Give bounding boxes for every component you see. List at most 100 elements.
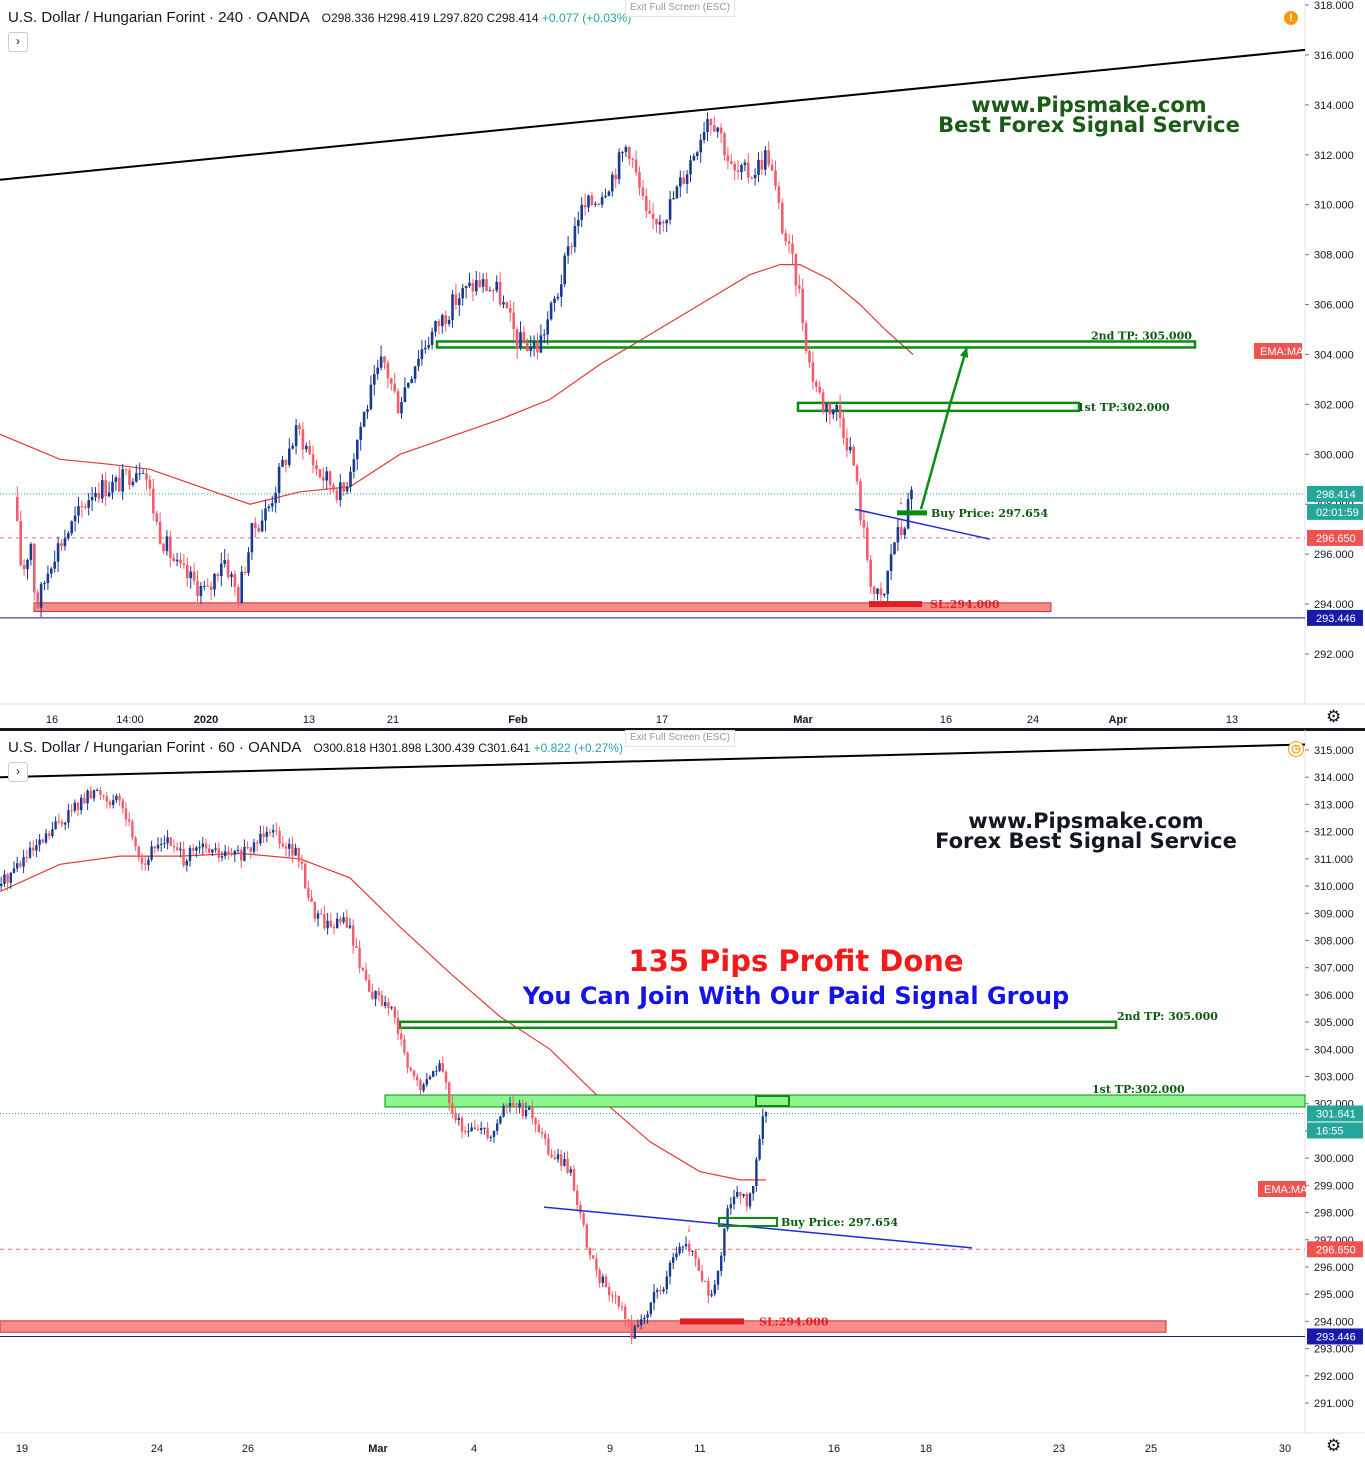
candle-body — [524, 1109, 528, 1117]
candle-body — [19, 863, 22, 867]
subheadline-text: You Can Join With Our Paid Signal Group — [522, 982, 1069, 1010]
settings-gear-icon[interactable]: ⚙ — [1326, 707, 1342, 726]
chart-panel-240[interactable]: 318.000 316.000 314.000 312.000 310.000 308.0… — [0, 0, 1365, 730]
candle-body — [188, 848, 192, 861]
candle-body — [467, 1131, 470, 1133]
candle-body — [886, 570, 889, 595]
change-value: +0.077 (+0.03%) — [541, 11, 632, 25]
x-tick-label: 9 — [607, 1443, 613, 1455]
candle-body — [192, 848, 195, 851]
high-value: H298.419 — [377, 11, 430, 25]
candle-body — [16, 863, 19, 869]
chevron-right-icon: › — [16, 34, 20, 48]
candle-body — [366, 409, 369, 412]
y-tick-label: 302.000 — [1314, 399, 1354, 411]
candle-body — [560, 1154, 563, 1166]
candle-body — [12, 868, 16, 873]
candle-body — [713, 125, 716, 132]
candle-body — [254, 522, 257, 529]
settings-gear-icon[interactable]: ⚙ — [1326, 1436, 1342, 1455]
candle-body — [518, 1103, 521, 1108]
candle-body — [594, 203, 597, 205]
candle-body — [838, 405, 842, 419]
candle-body — [387, 1002, 390, 1009]
candle-body — [396, 1017, 400, 1034]
candle-body — [573, 226, 577, 248]
candle-body — [6, 874, 9, 883]
candle-body — [750, 177, 753, 179]
ema-line — [0, 264, 914, 505]
sl-marker — [869, 601, 922, 608]
candle-body — [407, 382, 410, 388]
candle-body — [323, 913, 326, 929]
site-watermark: www.Pipsmake.com — [968, 809, 1203, 833]
candle-body — [563, 255, 566, 285]
candle-body — [636, 1325, 640, 1327]
candle-body — [528, 1107, 531, 1110]
candle-body — [264, 508, 267, 521]
candle-body — [383, 356, 386, 363]
candle-body — [726, 155, 730, 162]
candle-body — [288, 448, 291, 465]
expand-legend-button[interactable]: › — [8, 32, 28, 52]
candle-body — [869, 559, 872, 587]
chart-header: U.S. Dollar / Hungarian Forint · 240 · O… — [8, 9, 631, 26]
price-chart-240[interactable]: 318.000 316.000 314.000 312.000 310.000 308.0… — [0, 0, 1365, 730]
y-tick-label: 304.000 — [1314, 349, 1354, 361]
candle-body — [652, 1291, 656, 1303]
ema-tag-bg — [1258, 1181, 1306, 1197]
candle-body — [539, 335, 543, 353]
candle-body — [153, 846, 156, 849]
candle-body — [597, 203, 600, 205]
candle-body — [720, 1255, 723, 1271]
y-tick-label: 294.000 — [1314, 599, 1354, 611]
candle-body — [471, 282, 475, 292]
y-tick-label: 296.000 — [1314, 549, 1354, 561]
exit-fullscreen-button[interactable]: Exit Full Screen (ESC) — [625, 730, 736, 747]
candle-body — [86, 790, 89, 804]
candle-body — [694, 1250, 697, 1260]
candle-body — [112, 800, 115, 806]
candle-body — [505, 302, 509, 308]
candle-body — [288, 843, 291, 849]
candle-body — [572, 1169, 576, 1191]
candle-body — [339, 482, 342, 501]
alert-icon[interactable]: ! — [1284, 11, 1298, 25]
candle-body — [413, 366, 417, 379]
chart-panel-60[interactable]: 315.000 314.000 313.000 312.000 311.000 310.0… — [0, 730, 1365, 1459]
candle-body — [709, 119, 713, 126]
candle-body — [380, 995, 384, 1006]
expand-legend-button[interactable]: › — [8, 762, 28, 782]
candle-body — [448, 1082, 451, 1104]
clock-alert-icon[interactable]: ◷ — [1288, 741, 1304, 757]
y-tick-label: 305.000 — [1314, 1017, 1354, 1029]
candle-body — [35, 845, 38, 851]
candle-body — [862, 520, 866, 528]
candle-body — [480, 1128, 483, 1131]
candle-body — [420, 349, 424, 359]
candle-body — [63, 538, 67, 547]
candle-body — [675, 186, 679, 199]
candle-body — [649, 1302, 652, 1315]
candle-body — [761, 1116, 764, 1139]
candle-body — [335, 490, 339, 501]
price-chart-60[interactable]: 315.000 314.000 313.000 312.000 311.000 310.0… — [0, 730, 1365, 1459]
exit-fullscreen-button[interactable]: Exit Full Screen (ESC) — [625, 0, 736, 17]
y-tick-label: 306.000 — [1314, 990, 1354, 1002]
candle-body — [230, 574, 233, 578]
candle-body — [96, 790, 99, 792]
candle-body — [16, 496, 19, 521]
candle-body — [697, 1259, 700, 1272]
candle-body — [739, 1192, 742, 1196]
candle-body — [332, 485, 335, 491]
candle-body — [563, 1159, 566, 1166]
candle-body — [740, 165, 743, 173]
candle-body — [189, 571, 192, 579]
candle-body — [298, 425, 301, 430]
candle-body — [607, 191, 611, 196]
candle-body — [481, 279, 485, 287]
candle-body — [73, 802, 76, 811]
candle-body — [811, 362, 815, 382]
candle-body — [696, 152, 699, 156]
candle-body — [485, 279, 488, 291]
